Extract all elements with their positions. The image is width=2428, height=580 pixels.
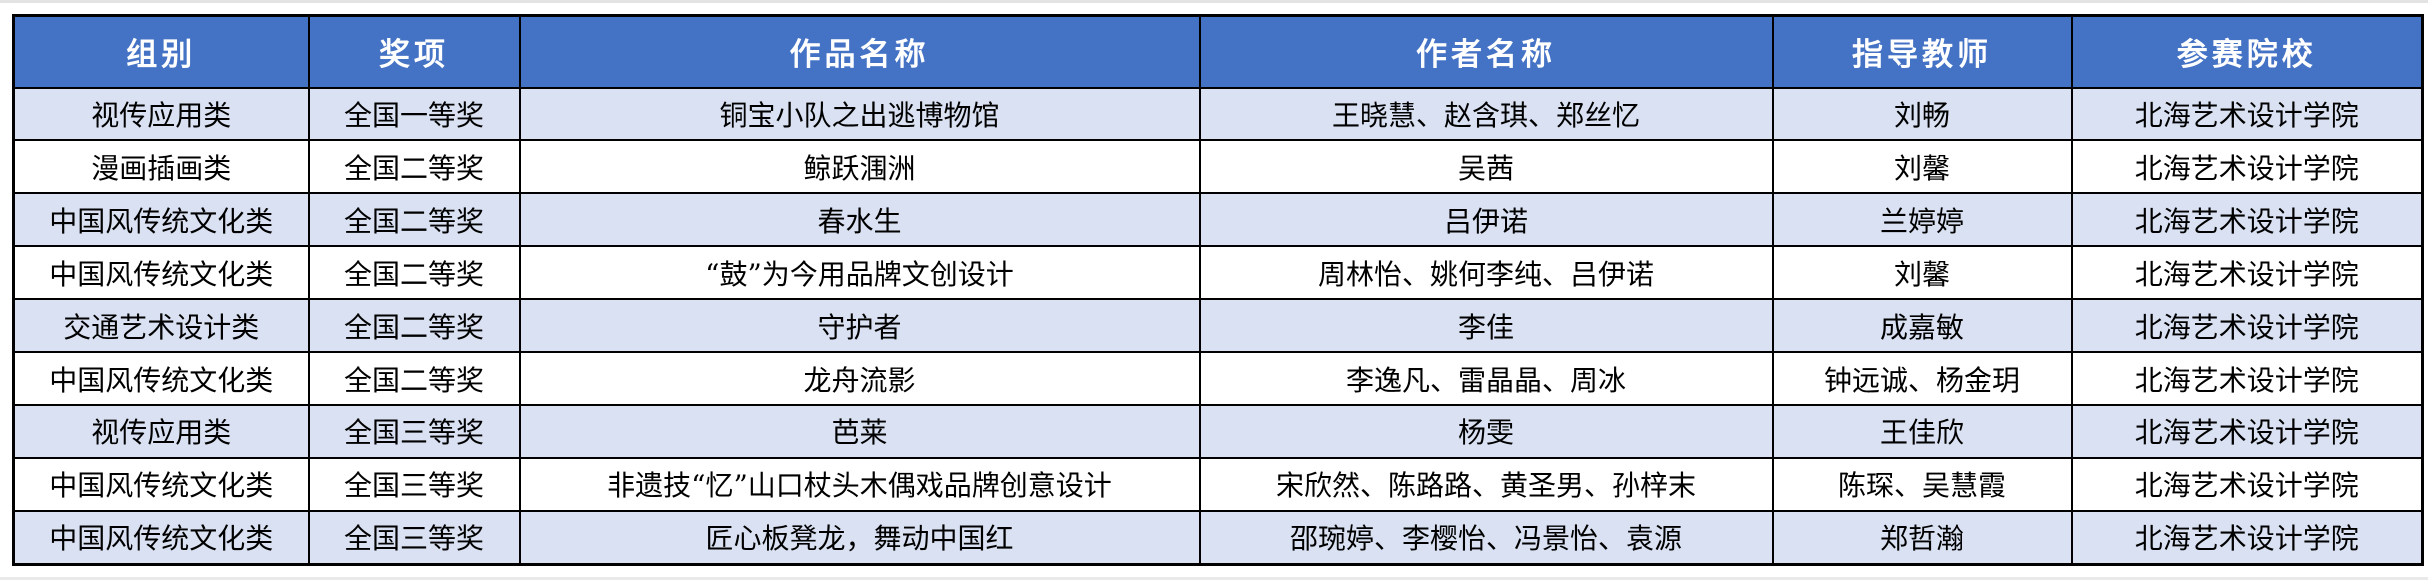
table-cell: 中国风传统文化类: [12, 509, 310, 566]
table-cell: 守护者: [518, 298, 1201, 354]
table-cell: 兰婷婷: [1771, 192, 2073, 248]
table-cell: 北海艺术设计学院: [2070, 509, 2424, 566]
table-cell: 宋欣然、陈路路、黄圣男、孙梓末: [1198, 456, 1774, 512]
table-cell: 北海艺术设计学院: [2070, 456, 2424, 512]
table-cell: 漫画插画类: [12, 139, 310, 195]
table-cell: 全国三等奖: [307, 509, 521, 566]
table-cell: 陈琛、吴慧霞: [1771, 456, 2073, 512]
table-cell: 钟远诚、杨金玥: [1771, 351, 2073, 407]
table-cell: 邵琬婷、李樱怡、冯景怡、袁源: [1198, 509, 1774, 566]
table-cell: 吴茜: [1198, 139, 1774, 195]
table-cell: 王晓慧、赵含琪、郑丝忆: [1198, 86, 1774, 142]
column-header-authors: 作者名称: [1198, 14, 1774, 89]
table-cell: 刘馨: [1771, 245, 2073, 301]
table-row: 中国风传统文化类 全国二等奖 “鼓”为今用品牌文创设计 周林怡、姚何李纯、吕伊诺 刘馨北…: [12, 245, 2424, 301]
table-cell: 杨雯: [1198, 404, 1774, 459]
table-cell: 中国风传统文化类: [12, 192, 310, 248]
table-cell: 中国风传统文化类: [12, 351, 310, 407]
table-cell: 视传应用类: [12, 86, 310, 142]
table-cell: 李佳: [1198, 298, 1774, 354]
table-cell: 全国二等奖: [307, 192, 521, 248]
column-header-work-title: 作品名称: [518, 14, 1201, 89]
awards-table: 组别 奖项 作品名称 作者名称 指导教师 参赛院校 视传应用类 全国一等奖 铜宝小队…: [12, 14, 2424, 566]
table-cell: 芭莱: [518, 404, 1201, 459]
table-cell: 全国三等奖: [307, 456, 521, 512]
table-cell: 北海艺术设计学院: [2070, 351, 2424, 407]
table-cell: 王佳欣: [1771, 404, 2073, 459]
column-header-school: 参赛院校: [2070, 14, 2424, 89]
table-cell: 鲸跃涠洲: [518, 139, 1201, 195]
table-cell: 北海艺术设计学院: [2070, 86, 2424, 142]
table-cell: 匠心板凳龙，舞动中国红: [518, 509, 1201, 566]
table-cell: 全国二等奖: [307, 139, 521, 195]
awards-table-header: 组别 奖项 作品名称 作者名称 指导教师 参赛院校: [12, 14, 2424, 89]
table-cell: 刘馨: [1771, 139, 2073, 195]
table-cell: 北海艺术设计学院: [2070, 404, 2424, 459]
table-cell: 周林怡、姚何李纯、吕伊诺: [1198, 245, 1774, 301]
table-row: 视传应用类 全国一等奖 铜宝小队之出逃博物馆 王晓慧、赵含琪、郑丝忆 刘畅 北海艺术设计学…: [12, 86, 2424, 142]
table-cell: 春水生: [518, 192, 1201, 248]
table-row: 视传应用类 全国三等奖 芭莱 杨雯 王佳欣 北海艺术设计学院: [12, 404, 2424, 459]
column-header-advisors: 指导教师: [1771, 14, 2073, 89]
table-cell: 全国二等奖: [307, 245, 521, 301]
table-cell: 李逸凡、雷晶晶、周冰: [1198, 351, 1774, 407]
table-cell: 郑哲瀚: [1771, 509, 2073, 566]
page-edge-line: [0, 0, 2428, 3]
table-row: 中国风传统文化类 全国三等奖 非遗技“忆”山口杖头木偶戏品牌创意设计 宋欣然、陈路路、…: [12, 456, 2424, 512]
table-cell: 成嘉敏: [1771, 298, 2073, 354]
table-cell: 中国风传统文化类: [12, 456, 310, 512]
column-header-group: 组别: [12, 14, 310, 89]
table-cell: 中国风传统文化类: [12, 245, 310, 301]
table-cell: 北海艺术设计学院: [2070, 245, 2424, 301]
table-cell: 北海艺术设计学院: [2070, 298, 2424, 354]
table-cell: 北海艺术设计学院: [2070, 192, 2424, 248]
awards-table-body: 视传应用类 全国一等奖 铜宝小队之出逃博物馆 王晓慧、赵含琪、郑丝忆 刘畅 北海艺术设计学…: [12, 86, 2424, 566]
table-cell: 全国二等奖: [307, 298, 521, 354]
table-row: 漫画插画类 全国二等奖 鲸跃涠洲 吴茜 刘馨 北海艺术设计学院: [12, 139, 2424, 195]
table-cell: 全国一等奖: [307, 86, 521, 142]
column-header-award: 奖项: [307, 14, 521, 89]
table-cell: 刘畅: [1771, 86, 2073, 142]
table-cell: 非遗技“忆”山口杖头木偶戏品牌创意设计: [518, 456, 1201, 512]
table-cell: 铜宝小队之出逃博物馆: [518, 86, 1201, 142]
table-cell: 吕伊诺: [1198, 192, 1774, 248]
table-row: 中国风传统文化类 全国二等奖 龙舟流影 李逸凡、雷晶晶、周冰 钟远诚、杨金玥 北海艺术设计…: [12, 351, 2424, 407]
table-row: 中国风传统文化类 全国二等奖 春水生 吕伊诺 兰婷婷 北海艺术设计学院: [12, 192, 2424, 248]
table-row: 交通艺术设计类 全国二等奖 守护者 李佳 成嘉敏 北海艺术设计学院: [12, 298, 2424, 354]
table-cell: “鼓”为今用品牌文创设计: [518, 245, 1201, 301]
table-row: 中国风传统文化类 全国三等奖 匠心板凳龙，舞动中国红 邵琬婷、李樱怡、冯景怡、袁源 郑哲…: [12, 509, 2424, 566]
table-cell: 交通艺术设计类: [12, 298, 310, 354]
table-cell: 北海艺术设计学院: [2070, 139, 2424, 195]
header-row: 组别 奖项 作品名称 作者名称 指导教师 参赛院校: [12, 14, 2424, 89]
table-cell: 视传应用类: [12, 404, 310, 459]
page-edge-line: [0, 577, 2428, 580]
table-cell: 全国二等奖: [307, 351, 521, 407]
table-cell: 龙舟流影: [518, 351, 1201, 407]
table-cell: 全国三等奖: [307, 404, 521, 459]
